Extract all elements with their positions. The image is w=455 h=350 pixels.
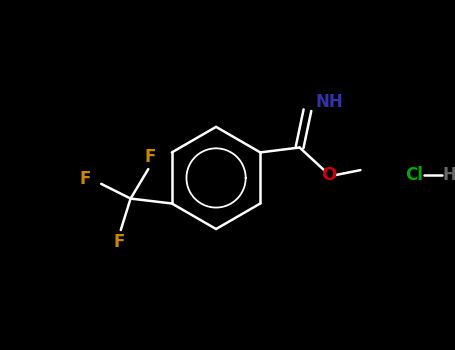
Text: Cl: Cl xyxy=(405,166,424,184)
Text: F: F xyxy=(113,233,125,251)
Text: F: F xyxy=(80,170,91,188)
Text: F: F xyxy=(145,148,156,166)
Text: H: H xyxy=(443,166,455,184)
Text: NH: NH xyxy=(315,93,343,111)
Text: O: O xyxy=(321,166,337,184)
